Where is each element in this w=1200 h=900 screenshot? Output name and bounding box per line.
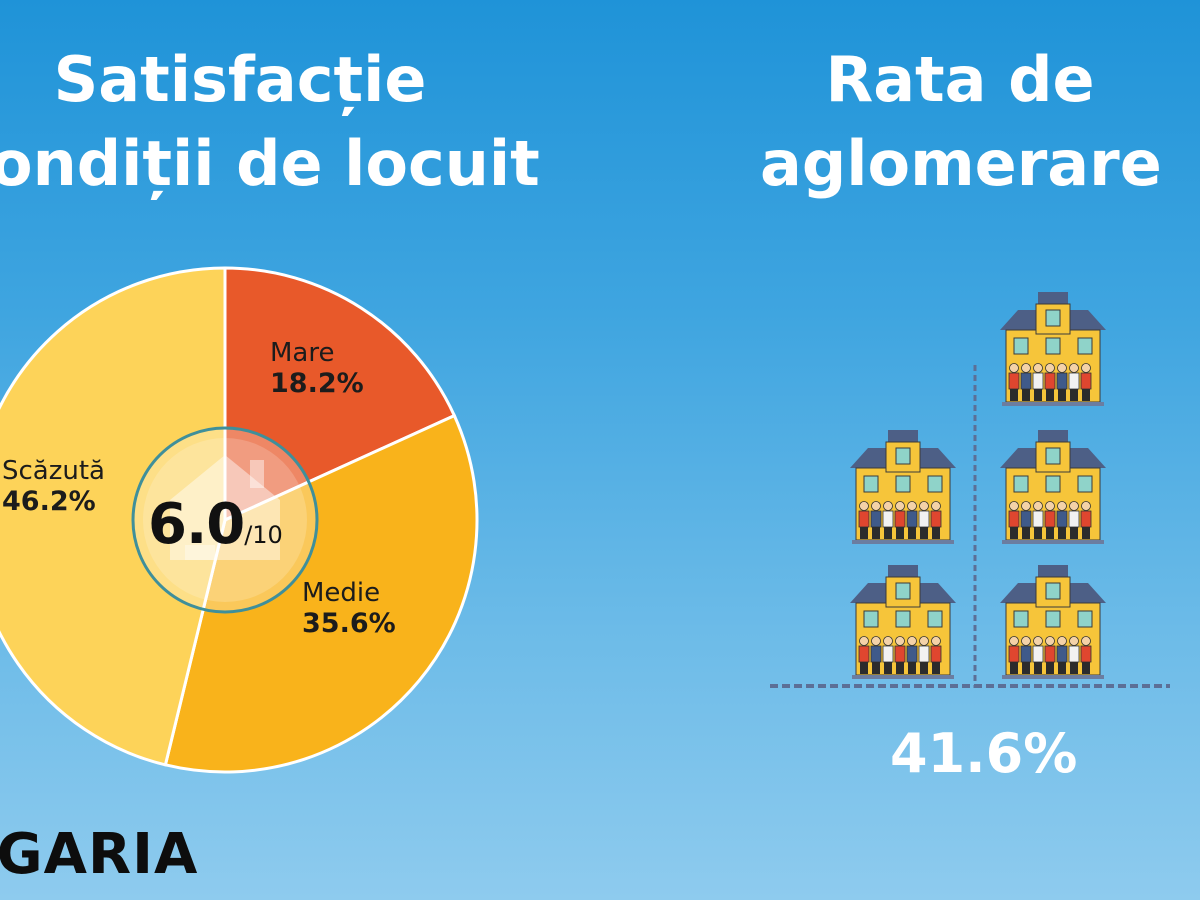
satisfaction-title-line-2: ondiții de locuit [0,127,540,200]
pie-slice-medie [163,413,479,774]
pie-label-medie-name: Medie [302,578,381,608]
satisfaction-title-line-1: Satisfacție [53,43,427,116]
pie-label-mare-name: Mare [270,338,335,368]
satisfaction-score-scale: /10 [244,521,283,549]
pie-slice-sc-zut- [0,266,227,767]
pie-label-mare-value: 18.2% [270,368,364,399]
pie-label-medie-value: 35.6% [302,608,396,639]
pie-label-scazuta-name: Scăzută [2,456,105,486]
overcrowding-title-line-2: aglomerare [760,127,1162,200]
overcrowding-rate-value: 41.6% [890,722,1078,785]
crowded-house-icon [850,430,956,544]
overcrowding-title-line-1: Rata de [825,43,1095,116]
overcrowding-title: Rata de aglomerare [760,38,1162,206]
crowded-house-icon [1000,430,1106,544]
satisfaction-score-value: 6.0 [148,492,245,557]
pie-slice-mare [223,266,457,523]
crowded-house-icon [1000,565,1106,679]
country-name: LGARIA [0,822,199,887]
pie-label-mare: Mare 18.2% [270,338,364,399]
pie-slices [0,266,479,774]
crowded-houses [850,292,1106,679]
satisfaction-title: Satisfacție ondiții de locuit [0,38,540,206]
crowded-house-icon [850,565,956,679]
pie-label-medie: Medie 35.6% [302,578,396,639]
house-icon [131,426,319,614]
pie-label-scazuta-value: 46.2% [2,486,96,517]
overcrowding-pictogram [770,292,1170,688]
satisfaction-pie-chart [0,266,479,774]
satisfaction-score: 6.0/10 [148,492,318,557]
crowded-house-icon [1000,292,1106,406]
pie-label-scazuta: Scăzută 46.2% [2,456,105,517]
